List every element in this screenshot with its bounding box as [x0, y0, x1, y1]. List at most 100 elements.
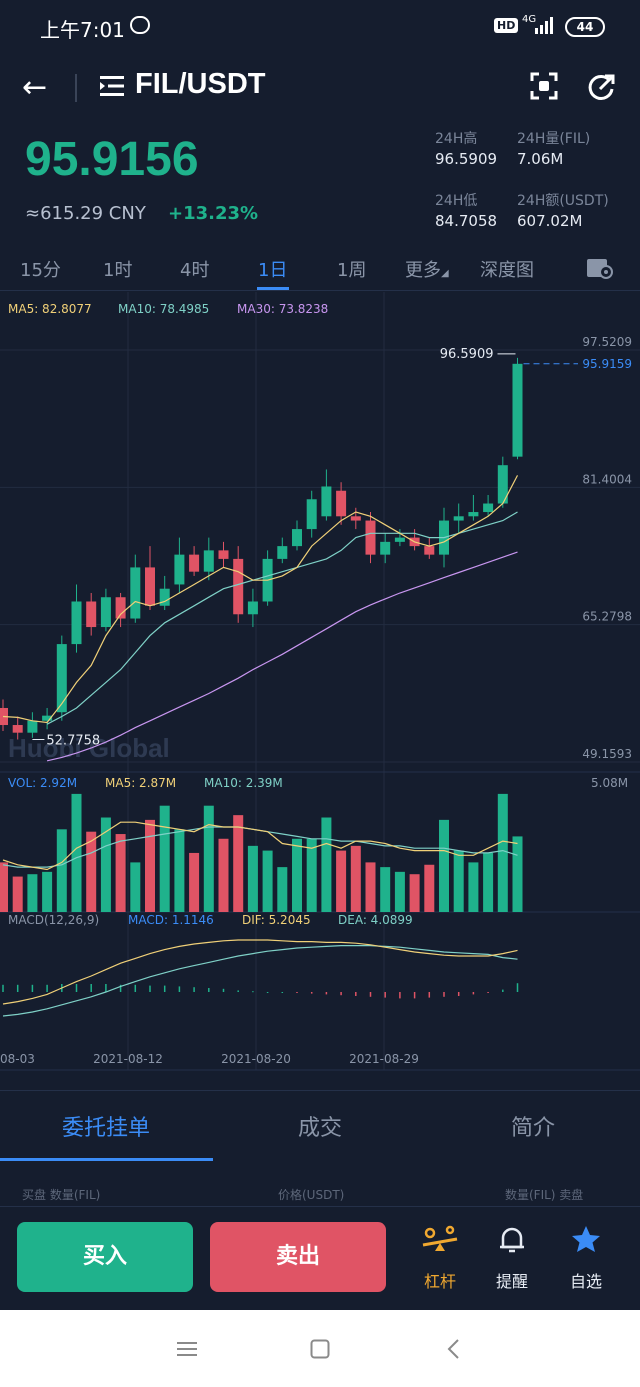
candle-body — [130, 567, 141, 619]
x-tick-label: 08-03 — [0, 1052, 35, 1066]
candle-body — [12, 725, 23, 733]
high-price-label: 96.5909 — [440, 347, 494, 362]
candle-body — [189, 554, 200, 572]
menu-icon[interactable] — [177, 1340, 197, 1358]
tab-depth[interactable]: 深度图 — [480, 260, 534, 281]
caret-down-icon: ◢ — [441, 268, 449, 279]
volume-bar — [203, 805, 214, 912]
bell-icon[interactable] — [487, 1225, 537, 1253]
vol-max-label: 5.08M — [591, 776, 629, 790]
fullscreen-scan-icon[interactable] — [530, 72, 558, 100]
sell-button[interactable]: 卖出 — [210, 1222, 386, 1292]
candle-body — [306, 499, 317, 530]
volume-bar — [86, 831, 97, 912]
tab-1w[interactable]: 1周 — [337, 260, 367, 281]
candle-body — [277, 546, 288, 559]
hd-icon: HD — [494, 18, 519, 33]
tab-4h[interactable]: 4时 — [180, 260, 210, 281]
volume-bar — [42, 871, 53, 912]
tab-1d[interactable]: 1日 — [258, 260, 288, 281]
dea-label: DEA: 4.0899 — [338, 913, 413, 927]
candle-body — [424, 546, 435, 555]
candle-body — [247, 601, 258, 615]
volume-bar — [115, 834, 126, 912]
tab-1h[interactable]: 1时 — [103, 260, 133, 281]
leverage-icon[interactable] — [415, 1225, 465, 1253]
candle-body — [71, 601, 82, 645]
volume-bar — [394, 871, 405, 912]
back-nav-icon[interactable] — [446, 1338, 460, 1360]
tab-intro[interactable]: 简介 — [511, 1116, 556, 1141]
status-bar: 上午7:01 HD 4G 44 — [0, 0, 640, 56]
candle-body — [365, 520, 376, 555]
volume-bar — [174, 829, 185, 912]
candle-body — [233, 558, 244, 615]
low-price-label: 52.7758 — [46, 734, 100, 749]
tab-more[interactable]: 更多◢ — [405, 256, 449, 282]
x-tick-label: 2021-08-20 — [221, 1052, 291, 1066]
kline-chart[interactable]: Huobi Global 97.5209 81.4004 65.2798 49.1593… — [0, 292, 640, 1082]
volume-bar — [12, 876, 23, 912]
stat-label-volume: 24H量(FIL) — [517, 131, 591, 147]
tab-open-orders[interactable]: 委托挂单 — [62, 1116, 151, 1141]
candle-body — [321, 486, 332, 517]
orderbook-header-buy: 买盘 数量(FIL) — [22, 1188, 101, 1202]
candle-body — [115, 597, 126, 619]
back-arrow-icon[interactable]: ← — [22, 70, 48, 105]
star-icon[interactable] — [561, 1225, 611, 1253]
chat-notification-icon — [130, 16, 150, 34]
volume-bar — [512, 836, 523, 912]
tab-more-label: 更多 — [405, 260, 441, 281]
tab-15m[interactable]: 15分 — [20, 260, 61, 281]
y-tick-label: 49.1593 — [582, 747, 632, 761]
candle-body — [512, 363, 523, 457]
volume-bar — [56, 829, 67, 912]
volume-bar — [468, 862, 479, 912]
volume-bar — [247, 845, 258, 912]
ma10-line — [46, 511, 518, 725]
volume-bar — [27, 874, 38, 912]
volume-bar — [218, 838, 229, 912]
alert-label[interactable]: 提醒 — [495, 1272, 528, 1291]
volume-bar — [277, 867, 288, 912]
volume-bar — [262, 850, 273, 912]
orderbook-header-price: 价格(USDT) — [278, 1188, 345, 1202]
network-type: 4G — [522, 14, 537, 25]
battery-icon: 44 — [565, 17, 605, 37]
volume-bar — [292, 838, 302, 912]
volume-bar — [100, 817, 111, 912]
home-icon[interactable] — [310, 1339, 330, 1359]
leverage-label[interactable]: 杠杆 — [423, 1272, 456, 1291]
ma30-label: MA30: 73.8238 — [237, 302, 329, 316]
favorite-label[interactable]: 自选 — [569, 1272, 602, 1291]
chart-background — [0, 292, 640, 1082]
buy-button[interactable]: 买入 — [17, 1222, 193, 1292]
volume-bar — [365, 862, 376, 912]
market-list-icon[interactable] — [100, 74, 126, 98]
x-tick-label: 2021-08-12 — [93, 1052, 163, 1066]
candle-body — [42, 715, 53, 721]
volume-bar — [483, 852, 494, 912]
candle-body — [497, 465, 508, 504]
candle-body — [292, 529, 302, 547]
stat-value-high: 96.5909 — [435, 150, 498, 168]
candle-body — [468, 512, 479, 517]
pair-title[interactable]: FIL/USDT — [135, 68, 266, 100]
system-nav-bar — [0, 1310, 640, 1387]
candle-body — [218, 550, 229, 559]
candle-body — [394, 537, 405, 542]
dea-line — [2, 945, 518, 1017]
tab-trades[interactable]: 成交 — [298, 1116, 343, 1141]
stat-label-high: 24H高 — [435, 131, 478, 147]
dif-line — [2, 939, 518, 1005]
candle-body — [159, 588, 170, 606]
ma10-label: MA10: 78.4985 — [118, 302, 210, 316]
candle-body — [203, 550, 214, 572]
volume-bar — [453, 850, 464, 912]
share-icon[interactable] — [586, 72, 616, 102]
stat-label-low: 24H低 — [435, 193, 478, 209]
chart-settings-icon[interactable] — [585, 253, 615, 281]
last-price: 95.9156 — [25, 133, 199, 186]
volume-bar — [159, 805, 170, 912]
detail-tabs — [0, 1090, 640, 1163]
